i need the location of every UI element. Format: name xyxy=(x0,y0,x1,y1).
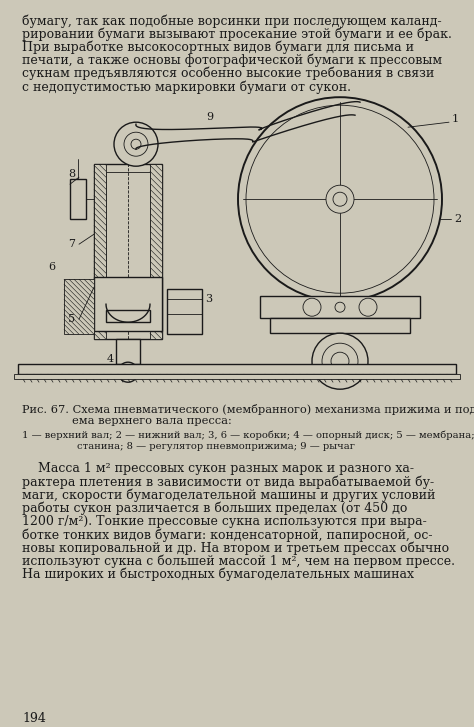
Circle shape xyxy=(326,185,354,213)
Bar xyxy=(106,172,150,277)
Text: 7: 7 xyxy=(69,239,75,249)
Text: 1: 1 xyxy=(451,114,458,124)
Bar xyxy=(167,289,202,334)
Text: 2: 2 xyxy=(455,214,462,224)
Text: 1 — верхний вал; 2 — нижний вал; 3, 6 — коробки; 4 — опорный диск; 5 — мембрана;: 1 — верхний вал; 2 — нижний вал; 3, 6 — … xyxy=(22,430,474,440)
Text: На широких и быстроходных бумагоделательных машинах: На широких и быстроходных бумагоделатель… xyxy=(22,568,414,582)
Bar xyxy=(70,179,86,220)
Bar xyxy=(106,310,150,322)
Bar xyxy=(270,318,410,333)
Text: новы копировальной и др. На втором и третьем прессах обычно: новы копировальной и др. На втором и тре… xyxy=(22,542,449,555)
Bar xyxy=(14,374,460,379)
Text: 8: 8 xyxy=(68,169,75,179)
Text: рактера плетения в зависимости от вида вырабатываемой бу-: рактера плетения в зависимости от вида в… xyxy=(22,475,434,489)
Bar xyxy=(94,277,162,332)
Text: 5: 5 xyxy=(68,314,75,324)
Circle shape xyxy=(238,97,442,301)
Text: 4: 4 xyxy=(107,354,114,364)
Circle shape xyxy=(331,352,349,370)
Text: ботке тонких видов бумаги: конденсаторной, папиросной, ос-: ботке тонких видов бумаги: конденсаторно… xyxy=(22,529,432,542)
Bar xyxy=(18,364,456,374)
Text: ема верхнего вала пресса:: ема верхнего вала пресса: xyxy=(72,416,232,426)
Circle shape xyxy=(124,132,148,156)
Text: маги, скорости бумагоделательной машины и других условий: маги, скорости бумагоделательной машины … xyxy=(22,489,436,502)
Text: 1200 г/м²). Тонкие прессовые сукна используются при выра-: 1200 г/м²). Тонкие прессовые сукна испол… xyxy=(22,515,427,528)
Circle shape xyxy=(131,139,141,149)
Text: 3: 3 xyxy=(205,294,212,304)
Circle shape xyxy=(359,298,377,316)
Text: печати, а также основы фотографической бумаги к прессовым: печати, а также основы фотографической б… xyxy=(22,54,442,67)
Circle shape xyxy=(335,302,345,312)
Bar xyxy=(150,164,162,340)
Text: 9: 9 xyxy=(207,112,214,122)
Circle shape xyxy=(333,192,347,206)
Circle shape xyxy=(303,298,321,316)
Circle shape xyxy=(118,362,138,382)
Text: рировании бумаги вызывают просекание этой бумаги и ее брак.: рировании бумаги вызывают просекание это… xyxy=(22,27,452,41)
Text: работы сукон различается в больших пределах (от 450 до: работы сукон различается в больших преде… xyxy=(22,502,407,515)
Bar xyxy=(94,164,106,340)
Bar xyxy=(260,296,420,318)
Bar xyxy=(94,164,162,340)
Bar xyxy=(64,279,94,334)
Circle shape xyxy=(322,343,358,379)
Text: Рис. 67. Схема пневматического (мембранного) механизма прижима и подъ-: Рис. 67. Схема пневматического (мембранн… xyxy=(22,404,474,415)
Circle shape xyxy=(114,122,158,166)
Text: используют сукна с большей массой 1 м², чем на первом прессе.: используют сукна с большей массой 1 м², … xyxy=(22,555,455,568)
Text: станина; 8 — регулятор пневмоприжима; 9 — рычаг: станина; 8 — регулятор пневмоприжима; 9 … xyxy=(77,442,355,451)
Text: Масса 1 м² прессовых сукон разных марок и разного ха-: Масса 1 м² прессовых сукон разных марок … xyxy=(22,462,414,475)
Circle shape xyxy=(246,105,434,293)
Text: 6: 6 xyxy=(48,262,55,272)
Circle shape xyxy=(312,333,368,389)
Text: 194: 194 xyxy=(22,712,46,725)
Text: сукнам предъявляются особенно высокие требования в связи: сукнам предъявляются особенно высокие тр… xyxy=(22,67,434,80)
Text: с недопустимостью маркировки бумаги от сукон.: с недопустимостью маркировки бумаги от с… xyxy=(22,80,351,94)
Text: При выработке высокосортных видов бумаги для письма и: При выработке высокосортных видов бумаги… xyxy=(22,41,414,54)
Text: бумагу, так как подобные ворсинки при последующем каланд-: бумагу, так как подобные ворсинки при по… xyxy=(22,14,442,28)
Bar xyxy=(116,340,140,364)
